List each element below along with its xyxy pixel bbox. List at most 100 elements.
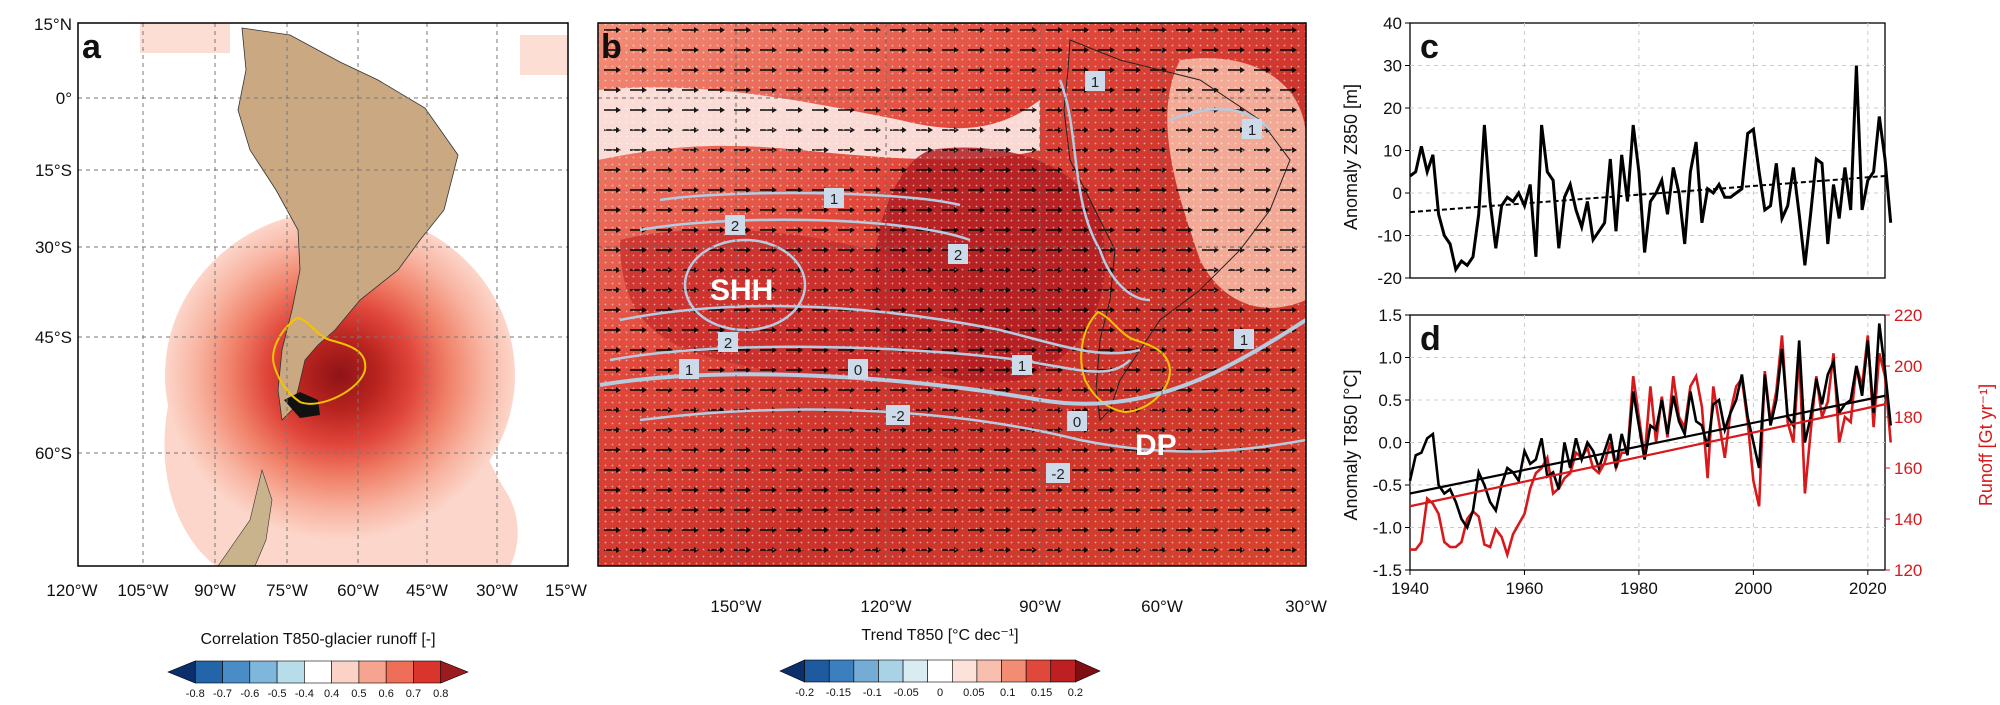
contour-label: -2 [891, 408, 904, 425]
lon-label: 60°W [337, 581, 379, 600]
colorbar-segment [385, 660, 414, 684]
colorbar-tick: -0.8 [186, 688, 205, 700]
annotation-dp: DP [1135, 429, 1177, 462]
colorbar-segment [828, 659, 855, 683]
lat-label: 60°S [35, 444, 72, 463]
y-tick-label: 0.5 [1378, 391, 1402, 410]
colorbar-b-title: Trend T850 [°C dec⁻¹] [861, 627, 1018, 644]
colorbar-tick: -0.4 [295, 688, 314, 700]
colorbar-tick: 0.2 [1068, 687, 1083, 699]
colorbar-tick: 0.4 [324, 688, 339, 700]
colorbar-tick: 0.5 [351, 688, 366, 700]
panel-d-ylabel-right: Runoff [Gt yr⁻¹] [1976, 384, 1996, 506]
colorbar-tick: 0 [937, 687, 943, 699]
colorbar-arrow-left [779, 659, 805, 683]
y-tick-label: 1.5 [1378, 306, 1402, 325]
y-tick-label: 0 [1393, 184, 1402, 203]
lat-label: 30°S [35, 238, 72, 257]
south-america-outline-b [1063, 39, 1291, 422]
colorbar-segment [853, 659, 879, 683]
colorbar-segment [358, 660, 387, 684]
annotation-shh: SHH [710, 274, 773, 307]
colorbar-segment [276, 660, 305, 684]
colorbar-tick: 0.1 [1000, 687, 1015, 699]
colorbar-segment [902, 659, 928, 683]
lon-label: 30°W [476, 581, 518, 600]
colorbar-segment [222, 660, 251, 684]
contour-label: 1 [685, 362, 693, 379]
y-tick-label: 1.0 [1378, 349, 1402, 368]
contour-label: 1 [830, 191, 838, 208]
contour-label: -2 [1051, 466, 1064, 483]
glacier-region-outline [272, 316, 367, 405]
colorbar-a: -0.8 -0.7 -0.6 -0.5 -0.4 0.4 0.5 0.6 0.7 0.8 [167, 660, 469, 700]
y-right-tick-label: 200 [1894, 357, 1922, 376]
contour-label: 1 [1248, 122, 1256, 139]
y-tick-label: 30 [1383, 57, 1402, 76]
colorbar-segment [1050, 659, 1076, 683]
contour-label: 1 [1091, 74, 1099, 91]
colorbar-segment [976, 659, 1002, 683]
y-tick-label: -1.0 [1373, 519, 1402, 538]
lat-label: 45°S [35, 328, 72, 347]
series-t850 [1408, 323, 1892, 531]
panel-a-map [78, 23, 568, 566]
colorbar-segment [927, 659, 953, 683]
colorbar-arrow-right [440, 660, 469, 684]
trend-line-z850 [1409, 175, 1886, 214]
colorbar-arrow-left [167, 660, 196, 684]
colorbar-tick: -0.1 [863, 687, 882, 699]
y-right-tick-label: 220 [1894, 306, 1922, 325]
colorbar-arrow-right [1075, 659, 1101, 683]
colorbar-tick: -0.6 [240, 688, 259, 700]
colorbar-b: -0.2 -0.15 -0.1 -0.05 0 0.05 0.1 0.15 0.2 [779, 659, 1101, 699]
y-tick-label: 0.0 [1378, 434, 1402, 453]
lon-label: 45°W [406, 581, 448, 600]
colorbar-tick: 0.15 [1031, 687, 1052, 699]
x-tick-label: 1980 [1620, 579, 1658, 598]
colorbar-tick: -0.05 [894, 687, 919, 699]
colorbar-segment [249, 660, 278, 684]
lon-label: 15°W [545, 581, 587, 600]
y-tick-label: 20 [1383, 99, 1402, 118]
series-z850 [1409, 65, 1893, 274]
colorbar-segment [804, 659, 830, 683]
y-tick-label: -10 [1377, 227, 1402, 246]
colorbar-segment [304, 660, 332, 684]
colorbar-segment [331, 660, 360, 684]
colorbar-tick: -0.7 [213, 688, 232, 700]
colorbar-tick: 0.8 [433, 688, 448, 700]
contour-label: 1 [1018, 358, 1026, 375]
colorbar-segment [1001, 659, 1027, 683]
panel-b-lon-labels: 150°W 120°W 90°W 60°W 30°W [710, 597, 1326, 616]
panel-b-frame [597, 22, 1307, 567]
panel-a-lon-labels: 120°W 105°W 90°W 75°W 60°W 45°W 30°W 15°… [46, 581, 586, 600]
panel-b-label: b [601, 28, 622, 66]
contour-label: 0 [854, 362, 862, 379]
series-runoff [1410, 335, 1892, 560]
lon-label: 105°W [117, 581, 168, 600]
x-tick-label: 2000 [1734, 579, 1772, 598]
lat-label: 0° [56, 89, 72, 108]
contour-label: 1 [1240, 332, 1248, 349]
panel-d-timeseries: 1.5 1.0 0.5 0.0 -0.5 -1.0 -1.5 220 200 180 160 140 1… [1373, 306, 1923, 598]
colorbar-tick: -0.2 [795, 687, 814, 699]
lon-label: 150°W [710, 597, 761, 616]
colorbar-a-title: Correlation T850-glacier runoff [-] [200, 631, 435, 648]
y-tick-label: -1.5 [1373, 561, 1402, 580]
contour-label: 2 [731, 218, 739, 235]
y-right-tick-label: 120 [1894, 561, 1922, 580]
trend-line-runoff [1409, 403, 1886, 508]
colorbar-segment [1025, 659, 1052, 683]
panel-a-frame [77, 22, 569, 567]
y-tick-label: 10 [1383, 142, 1402, 161]
y-right-tick-label: 160 [1894, 459, 1922, 478]
trend-line-t850 [1409, 394, 1886, 495]
panel-a-label: a [82, 28, 102, 66]
colorbar-tick: 0.7 [406, 688, 421, 700]
y-tick-label: -0.5 [1373, 476, 1402, 495]
contour-label: 0 [1073, 414, 1081, 431]
panel-c-timeseries: 40 30 20 10 0 -10 -20 [1377, 14, 1893, 288]
contour-label: 2 [954, 247, 962, 264]
panel-c-label: c [1420, 28, 1439, 66]
